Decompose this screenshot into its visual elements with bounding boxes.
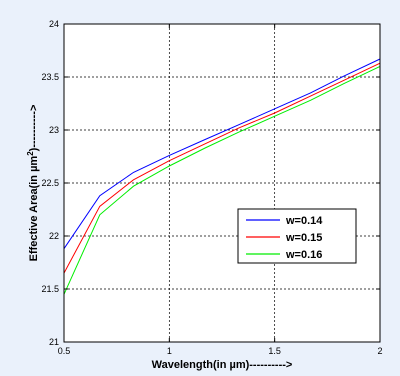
y-tick-label: 22.5: [41, 178, 59, 188]
y-tick-label: 22: [49, 231, 59, 241]
x-tick-label: 2: [377, 346, 382, 356]
y-axis-label-sup: 2: [26, 151, 35, 156]
legend-label: w=0.14: [285, 215, 323, 227]
series-line-w=0.14: [63, 58, 381, 249]
ticks: 0.5 1 1.5 2 21 21.5 22 22.5 23 23.5 24: [41, 19, 382, 356]
y-axis-label-main: Effective Area(in µm: [28, 156, 40, 262]
y-tick-label: 23: [49, 125, 59, 135]
grid: [64, 24, 380, 342]
y-axis-label: Effective Area(in µm2)---------->: [26, 105, 40, 262]
y-tick-label: 24: [49, 19, 59, 29]
series-line-w=0.15: [63, 62, 381, 274]
x-tick-label: 1.5: [268, 346, 281, 356]
series-layer: [63, 58, 381, 295]
x-tick-label: 1: [167, 346, 172, 356]
legend: w=0.14 w=0.15 w=0.16: [237, 208, 357, 264]
y-tick-label: 23.5: [41, 72, 59, 82]
x-tick-label: 0.5: [58, 346, 71, 356]
legend-label: w=0.15: [285, 232, 322, 244]
x-axis-label: Wavelength(in µm)---------->: [152, 359, 293, 371]
y-axis-label-tail: )---------->: [28, 105, 40, 152]
legend-label: w=0.16: [285, 249, 322, 261]
series-line-w=0.16: [63, 65, 381, 295]
y-tick-label: 21: [49, 337, 59, 347]
y-tick-label: 21.5: [41, 284, 59, 294]
